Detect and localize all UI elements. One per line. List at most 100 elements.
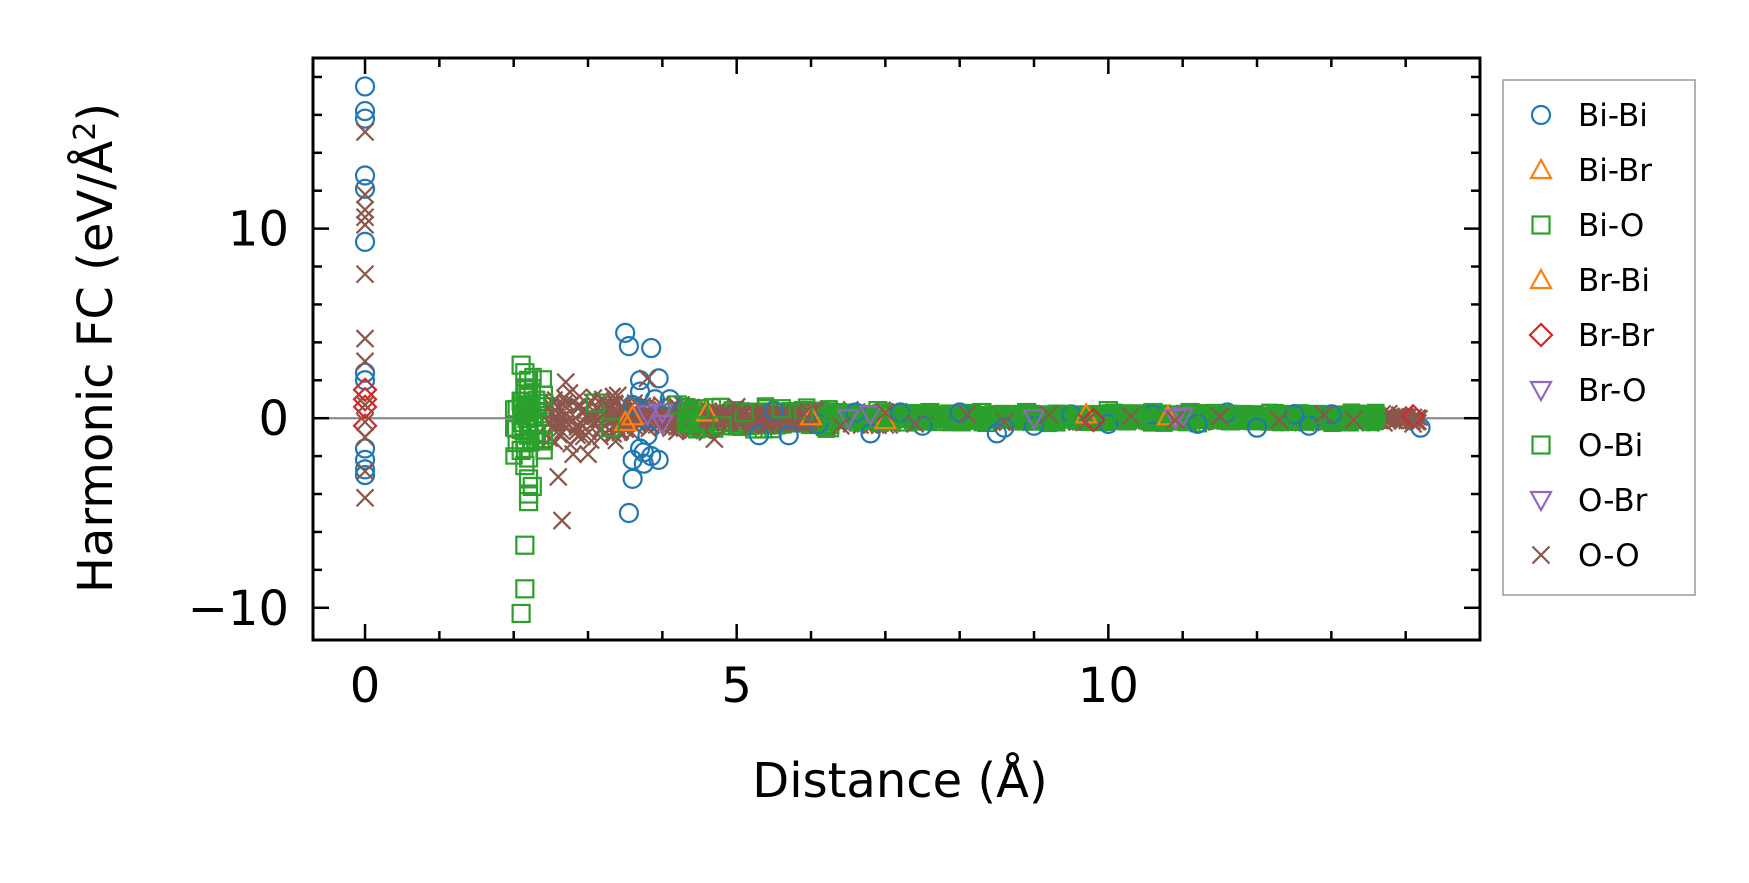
data-point [794,405,813,424]
data-point [511,603,531,624]
data-point [1143,402,1163,423]
legend-label: Bi-O [1578,208,1644,244]
data-point [1210,407,1230,426]
data-point [578,444,598,464]
data-point [771,399,791,419]
data-point [355,200,375,219]
data-point [600,418,620,438]
cluster-point [568,397,586,415]
data-point [635,405,660,427]
data-point [638,369,657,388]
cluster-point [678,413,697,432]
data-point [689,399,710,419]
data-point [648,449,669,471]
data-point [354,438,376,459]
data-point [905,414,925,434]
data-point [620,404,645,426]
legend-marker [1529,157,1553,180]
legend-marker [1531,435,1551,455]
cluster-point [1360,410,1379,428]
data-point [1270,410,1289,430]
data-point [823,402,843,423]
series-br-bi [620,404,1180,430]
data-point [354,231,376,252]
data-point [354,76,376,97]
data-point [593,391,613,411]
legend-item: Bi-Br [1529,153,1652,189]
data-point [1080,407,1107,433]
data-point [1016,402,1037,423]
data-point [355,264,375,284]
cluster-point [702,408,720,426]
legend-item: Bi-Bi [1530,98,1648,134]
data-point [793,401,814,421]
y-tick-label: 0 [258,391,289,447]
data-point [355,122,375,142]
data-point [354,100,376,122]
y-axis-label: Harmonic FC (eV/Å2) [67,103,124,593]
data-point [618,502,640,524]
data-point [563,410,583,430]
data-point [352,394,378,420]
legend-item: O-Bi [1531,428,1643,464]
data-point [354,449,376,471]
data-point [994,417,1015,438]
data-point [1163,409,1188,431]
data-point [608,386,628,405]
axes: 0 5 10 −10 0 10 [188,56,1482,714]
plot-layer [313,76,1480,624]
data-point [518,492,539,512]
data-point [352,386,378,412]
cluster-point [592,428,610,446]
data-point [1113,410,1133,430]
cluster-point [505,447,523,465]
legend-label: O-O [1578,538,1640,574]
data-point [650,414,675,437]
legend-item: Br-Br [1528,318,1654,354]
data-point [515,455,535,476]
data-point [622,468,643,489]
legend-label: Br-Bi [1578,263,1650,299]
cluster-point [1332,411,1351,430]
data-point [355,352,375,371]
data-point [641,337,662,359]
data-point [1344,410,1363,430]
legend-frame [1502,79,1696,596]
data-point [354,362,376,383]
data-point [1165,410,1185,430]
data-point [355,185,375,204]
data-point [831,416,851,436]
data-point [757,416,776,436]
cluster-point [544,404,562,422]
data-point [354,108,376,129]
series-o-o [355,122,1423,530]
data-point [613,409,638,432]
data-point [618,336,640,357]
data-point [355,215,375,235]
data-point [355,329,375,348]
data-point [563,444,583,464]
data-point [920,402,940,423]
data-point [1039,405,1059,424]
legend-marker [1529,267,1553,290]
cluster-point [1014,406,1032,425]
data-point [355,207,375,227]
data-point [355,395,375,415]
cluster-point [827,407,845,426]
data-point [972,402,992,423]
legend-label: Br-O [1578,373,1646,409]
data-point [526,397,546,417]
data-point [515,579,535,599]
data-point [515,535,535,555]
data-point [836,409,861,431]
data-point [712,416,732,436]
legend-item: Br-O [1529,373,1646,409]
cluster-point [1282,411,1300,429]
y-axis-label-superscript: 2 [68,122,103,141]
data-point [354,178,376,199]
legend-label: O-Bi [1578,428,1643,464]
data-point [1054,404,1074,425]
data-point [1403,414,1423,434]
legend-marker [1531,545,1551,565]
